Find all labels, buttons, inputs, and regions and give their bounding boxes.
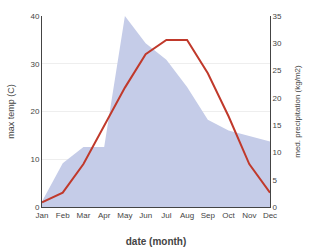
svg-text:May: May [117,211,132,220]
svg-text:35: 35 [273,12,282,21]
svg-text:20: 20 [273,94,282,103]
svg-text:20: 20 [30,107,39,116]
svg-text:max temp (C): max temp (C) [6,84,16,139]
svg-text:med. precipitation (kg/m2): med. precipitation (kg/m2) [293,65,302,158]
svg-text:Feb: Feb [56,211,70,220]
svg-text:Aug: Aug [180,211,194,220]
svg-text:15: 15 [273,121,282,130]
svg-text:date (month): date (month) [126,236,187,247]
svg-text:0: 0 [273,203,278,212]
svg-text:30: 30 [30,60,39,69]
svg-text:30: 30 [273,39,282,48]
svg-text:10: 10 [273,148,282,157]
svg-text:Apr: Apr [98,211,111,220]
svg-text:0: 0 [35,203,40,212]
svg-text:Mar: Mar [77,211,91,220]
svg-text:Sep: Sep [201,211,216,220]
svg-text:Nov: Nov [242,211,256,220]
svg-text:Oct: Oct [222,211,235,220]
svg-text:Jun: Jun [139,211,152,220]
svg-text:5: 5 [273,176,278,185]
svg-text:25: 25 [273,66,282,75]
svg-text:Jan: Jan [36,211,49,220]
svg-text:10: 10 [30,155,39,164]
svg-text:Dec: Dec [263,211,277,220]
svg-text:Jul: Jul [161,211,171,220]
svg-text:40: 40 [30,12,39,21]
